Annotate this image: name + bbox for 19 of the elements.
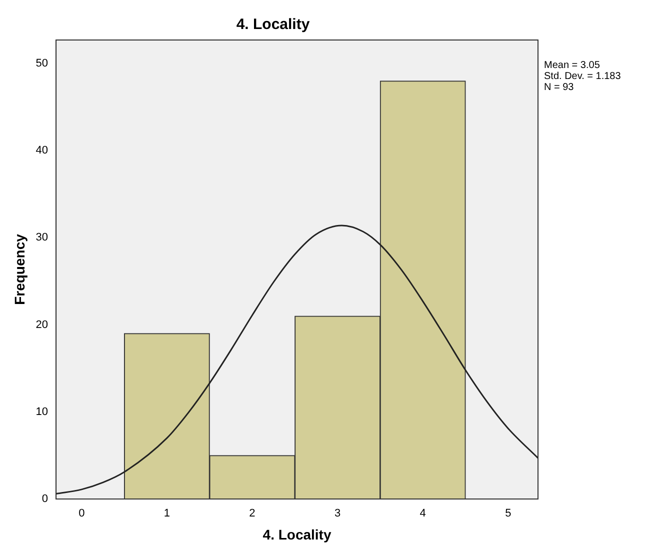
x-tick-label: 2 [249, 508, 256, 520]
y-tick-label: 0 [42, 493, 48, 506]
x-tick-label: 3 [334, 508, 341, 520]
y-tick-label: 10 [36, 406, 48, 418]
line-series [56, 224, 538, 495]
text: Std. Dev. = 1.183 [544, 70, 622, 82]
x-axis-title: 4. Locality [262, 526, 332, 542]
chart-title: 4. Locality [236, 16, 310, 34]
text: N = 93 [544, 82, 574, 93]
x-tick-label: 0 [78, 508, 85, 520]
y-tick-label: 40 [36, 144, 48, 157]
x-tick-label: 1 [164, 508, 170, 520]
text: Mean = 3.05 [544, 60, 600, 71]
y-tick-label: 30 [36, 232, 48, 244]
y-tick-label: 20 [36, 318, 48, 331]
x-tick-label: 4 [420, 508, 426, 520]
x-tick-label: 5 [505, 508, 512, 520]
y-axis-title: Frequency [11, 234, 28, 305]
y-tick-label: 50 [36, 58, 48, 70]
